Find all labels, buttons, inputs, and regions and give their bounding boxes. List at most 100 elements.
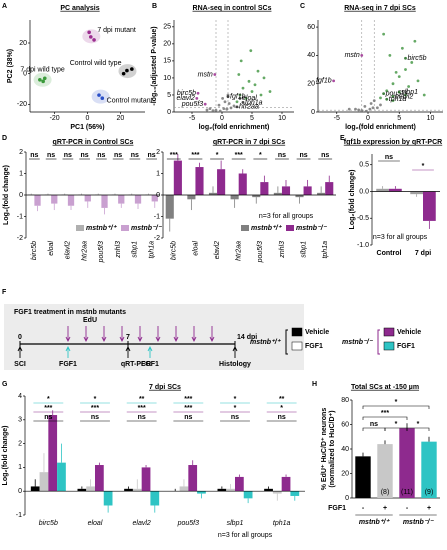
y-tick-label: 0.0	[359, 188, 369, 195]
y-tick-label: 80	[341, 397, 349, 404]
bar	[272, 491, 282, 494]
y-axis-label: % EdU⁺ HuC/D⁺ neurons	[321, 408, 328, 491]
point	[213, 73, 217, 76]
sig-bracket	[362, 427, 386, 431]
point	[235, 105, 239, 109]
event-label: qRT-PCR	[121, 361, 151, 368]
x-tick-label: 20	[116, 115, 124, 122]
legend-label: Vehicle	[397, 329, 421, 336]
y-tick-label: 40	[307, 52, 315, 59]
point	[382, 92, 386, 95]
chart-title: Total SCs at -150 µm	[351, 384, 419, 391]
point	[268, 90, 272, 93]
y-tick-label: 10	[163, 75, 171, 82]
point	[247, 79, 251, 83]
point	[410, 61, 414, 64]
point	[239, 59, 243, 63]
x-tick-label: pou5f3	[177, 520, 200, 527]
legend-label: FGF1	[305, 343, 323, 350]
edu-arrow	[119, 326, 125, 343]
y-axis-label: (normalized to HuC/D⁺)	[329, 410, 336, 487]
sig-bracket	[362, 416, 408, 420]
sig-bracket	[362, 405, 430, 409]
point	[244, 96, 248, 100]
sig-label: ns	[97, 152, 105, 159]
n-label: (11)	[401, 489, 413, 496]
sig-label: ***	[184, 405, 192, 412]
x-tick-label: 0	[86, 115, 90, 122]
chart-title: qRT-PCR in Control SCs	[53, 139, 134, 146]
bar	[355, 456, 371, 498]
legend-label: mstnb⁻/⁻	[296, 225, 328, 232]
bar	[151, 195, 158, 202]
legend-label: mstnb⁺/⁺	[86, 225, 118, 232]
panel-label: C	[300, 3, 305, 10]
sig-label: ns	[64, 152, 72, 159]
y-tick-label: 2	[19, 149, 23, 156]
bar	[132, 488, 142, 492]
gene-label: htr2aa	[239, 104, 259, 111]
sig-label: ***	[170, 152, 178, 159]
sig-label: ns	[385, 154, 393, 161]
x-tick-label: elavl2	[214, 241, 221, 259]
panel-label: A	[2, 3, 7, 10]
bar	[303, 186, 312, 195]
sig-label: ***	[184, 396, 192, 403]
point	[218, 109, 222, 113]
y-tick-label: -2	[17, 235, 23, 242]
n-label: (9)	[425, 489, 434, 496]
bar	[118, 195, 125, 204]
bar	[290, 491, 300, 496]
y-tick-label: 20	[307, 81, 315, 88]
point	[360, 53, 364, 57]
timeline-label: 7	[126, 334, 130, 341]
point	[385, 97, 389, 101]
point	[397, 90, 401, 94]
panel-label: H	[312, 381, 317, 388]
sig-label: ***	[138, 405, 146, 412]
event-label: Histology	[219, 361, 251, 368]
sig-label: *	[216, 152, 219, 159]
point	[407, 85, 411, 88]
y-tick-label: 15	[163, 58, 171, 65]
panel-label: F	[2, 289, 7, 296]
note: n=3 for all groups	[218, 532, 273, 539]
point	[227, 102, 231, 105]
bar	[226, 488, 235, 492]
sig-label: ns	[138, 414, 146, 421]
point	[391, 82, 395, 86]
x-tick-label: tph1a	[273, 520, 291, 527]
point	[391, 99, 395, 103]
point	[222, 107, 226, 110]
point	[241, 86, 245, 90]
gene-label: slbp1	[401, 89, 418, 96]
point	[195, 96, 199, 100]
y-tick-label: 0	[345, 495, 349, 502]
bar	[86, 486, 95, 492]
legend-swatch	[76, 225, 84, 231]
point	[92, 38, 96, 42]
x-tick-label: -5	[334, 115, 340, 122]
bar	[103, 491, 113, 506]
panel-label: B	[152, 3, 157, 10]
y-tick-label: 2	[156, 149, 160, 156]
x-tick-label: pou5f3	[257, 241, 264, 264]
point	[364, 109, 368, 113]
y-tick-label: -20	[17, 101, 27, 108]
x-tick-label: slbp1	[227, 520, 244, 527]
y-tick-label: 20	[341, 470, 349, 477]
point	[262, 76, 266, 80]
bar	[30, 486, 40, 492]
bar	[77, 488, 87, 492]
x-tick-label: slbp1	[300, 241, 307, 258]
edu-arrow	[191, 326, 197, 343]
point	[422, 93, 426, 97]
point	[125, 68, 129, 73]
sig-label: *	[234, 396, 237, 403]
x-tick-label: 0	[366, 115, 370, 122]
point	[97, 93, 101, 97]
y-axis-label: Log₂(fold change)	[2, 426, 9, 486]
gene-label: fgf1b	[230, 94, 246, 101]
point	[249, 49, 253, 53]
